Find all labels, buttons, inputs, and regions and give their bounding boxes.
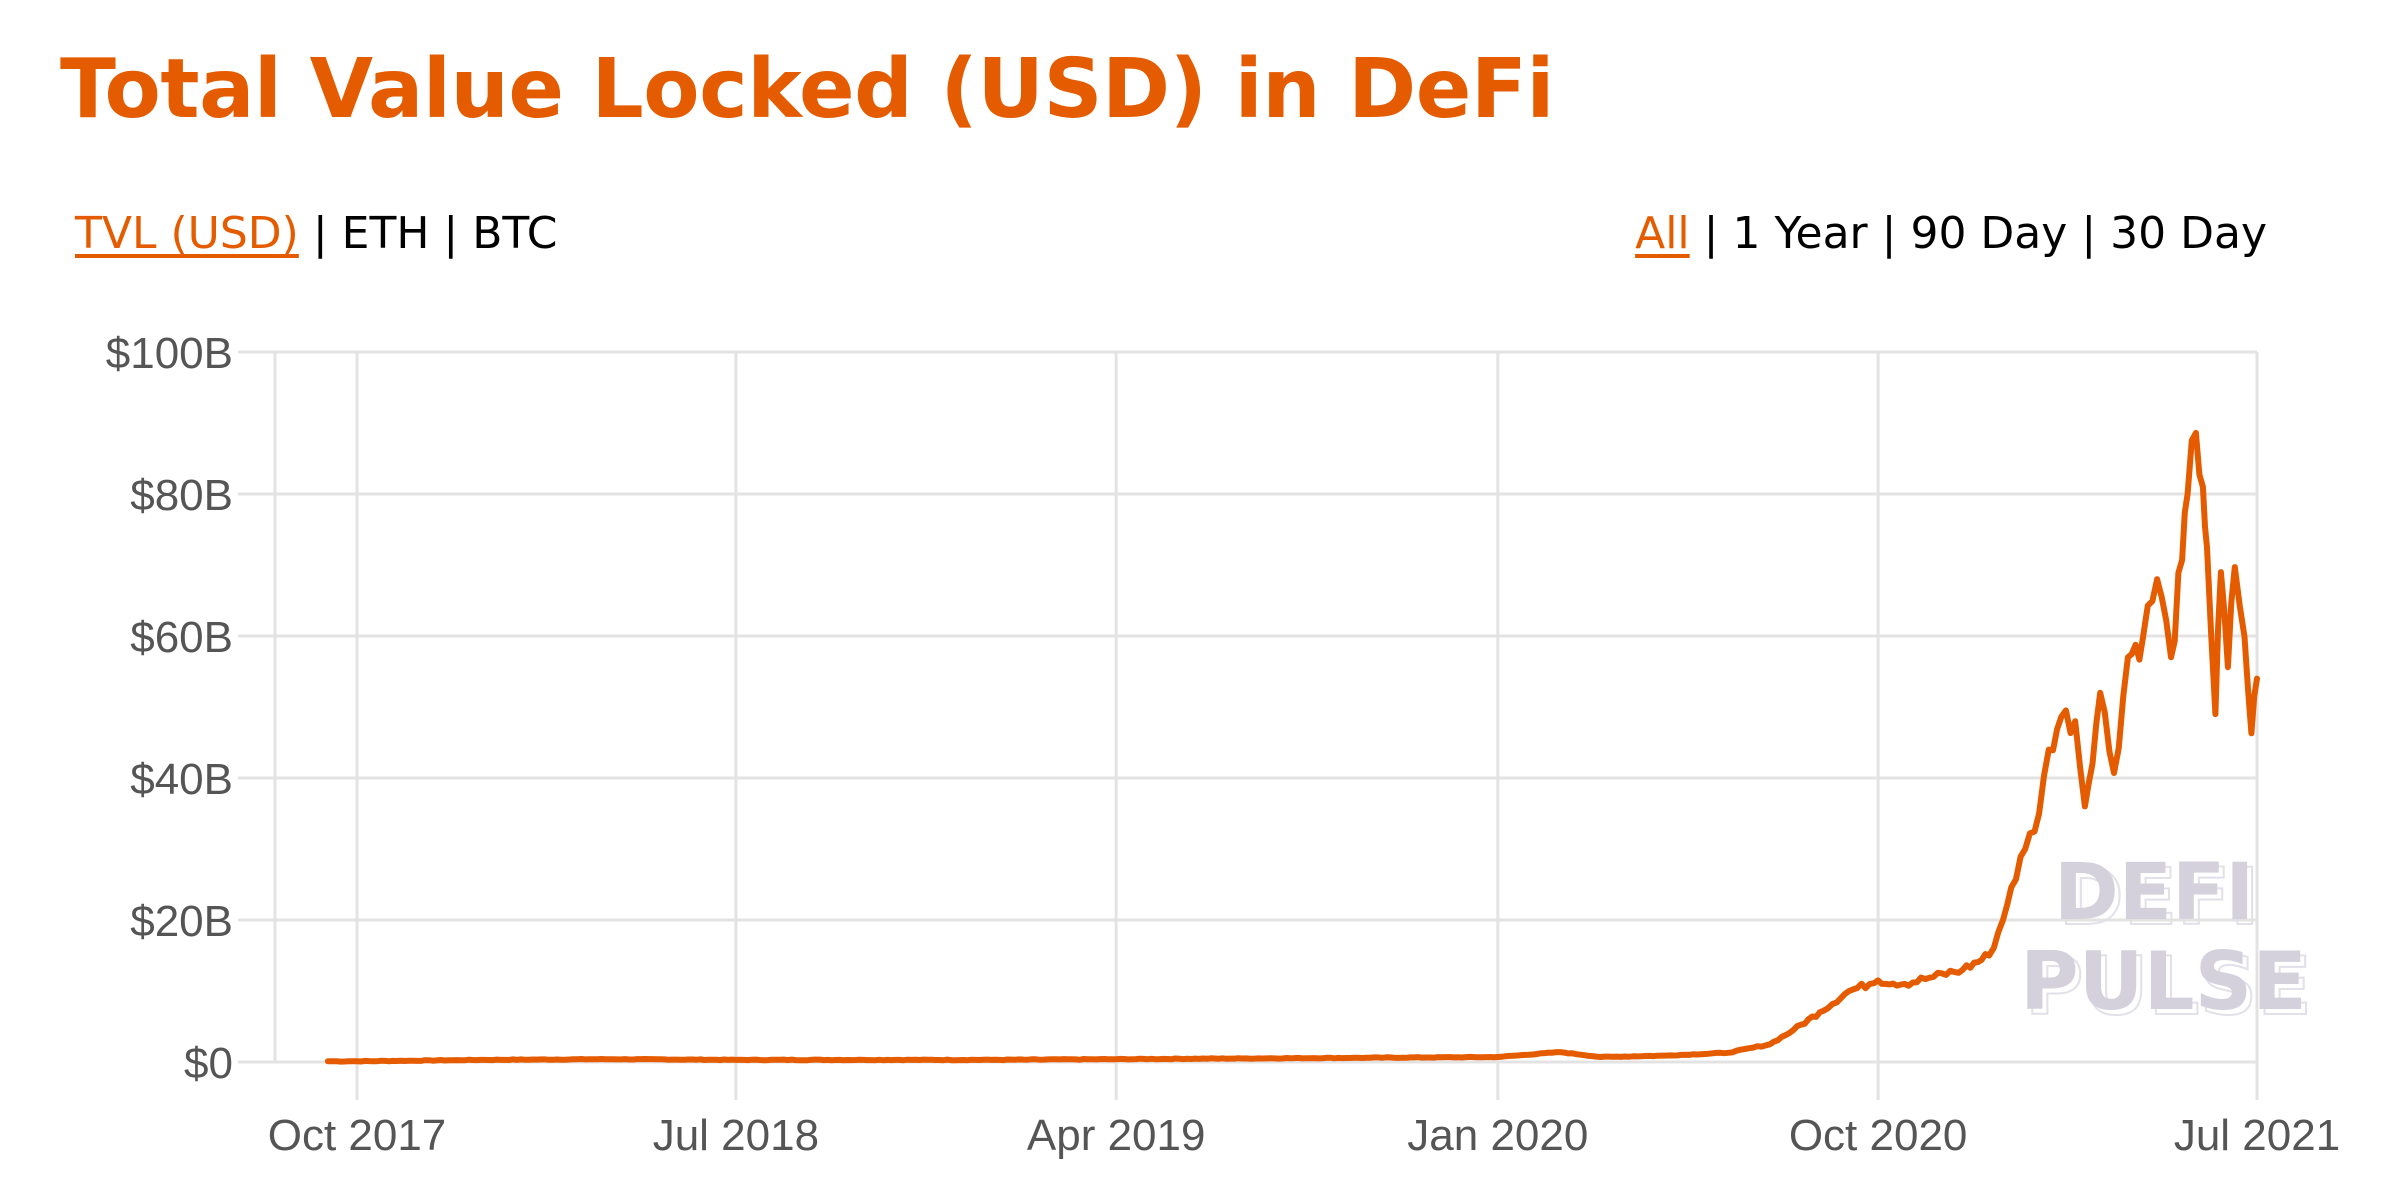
x-tick-label: Oct 2017 xyxy=(268,1111,447,1160)
y-tick-label: $20B xyxy=(130,897,233,946)
separator: | xyxy=(443,208,459,259)
y-tick-label: $0 xyxy=(184,1039,233,1088)
x-tick-label: Jul 2021 xyxy=(2174,1111,2340,1160)
metric-toggle: TVL (USD) | ETH | BTC xyxy=(75,206,557,262)
watermark-line2: PULSE xyxy=(2020,935,2307,1028)
metric-btc-link[interactable]: BTC xyxy=(472,208,558,259)
defi-pulse-watermark: DEFI DEFI PULSE PULSE xyxy=(2020,848,2313,1034)
metric-tvl-usd-link[interactable]: TVL (USD) xyxy=(75,208,299,259)
y-tick-label: $40B xyxy=(130,755,233,804)
y-axis: $0 $20B $40B $60B $80B $100B xyxy=(106,329,233,1088)
watermark-line1: DEFI xyxy=(2054,848,2254,938)
x-tick-label: Apr 2019 xyxy=(1027,1111,1206,1160)
separator: | xyxy=(1703,208,1719,259)
y-tick-label: $60B xyxy=(130,613,233,662)
chart-grid xyxy=(238,350,2259,1100)
range-1-year-link[interactable]: 1 Year xyxy=(1732,208,1868,259)
range-all-link[interactable]: All xyxy=(1635,208,1690,259)
tvl-series-line xyxy=(324,429,2260,1065)
x-tick-label: Jan 2020 xyxy=(1407,1111,1588,1160)
range-90-day-link[interactable]: 90 Day xyxy=(1910,208,2068,259)
watermark-line1-shadow: DEFI xyxy=(2059,853,2259,943)
metric-eth-link[interactable]: ETH xyxy=(341,208,430,259)
x-tick-label: Jul 2018 xyxy=(653,1111,819,1160)
separator: | xyxy=(312,208,328,259)
x-tick-label: Oct 2020 xyxy=(1789,1111,1968,1160)
y-tick-label: $100B xyxy=(106,329,233,378)
separator: | xyxy=(1881,208,1897,259)
separator: | xyxy=(2081,208,2097,259)
x-axis: Oct 2017 Jul 2018 Apr 2019 Jan 2020 Oct 2020… xyxy=(268,1111,2340,1160)
watermark-line2-shadow: PULSE xyxy=(2025,940,2312,1033)
range-30-day-link[interactable]: 30 Day xyxy=(2110,208,2267,259)
y-tick-label: $80B xyxy=(130,471,233,520)
range-toggle: All | 1 Year | 90 Day | 30 Day xyxy=(1635,206,2267,262)
page-title: Total Value Locked (USD) in DeFi xyxy=(60,42,1554,137)
